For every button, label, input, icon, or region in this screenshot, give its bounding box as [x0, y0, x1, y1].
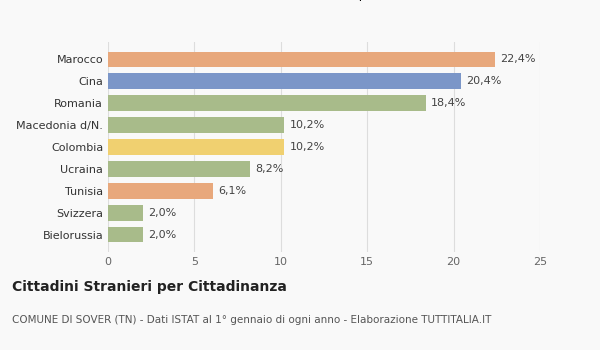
Bar [108, 183, 214, 199]
Text: 2,0%: 2,0% [148, 230, 176, 239]
Text: 18,4%: 18,4% [431, 98, 467, 108]
Text: COMUNE DI SOVER (TN) - Dati ISTAT al 1° gennaio di ogni anno - Elaborazione TUTT: COMUNE DI SOVER (TN) - Dati ISTAT al 1° … [12, 315, 491, 325]
Bar [108, 74, 461, 89]
Text: 6,1%: 6,1% [218, 186, 247, 196]
Text: 10,2%: 10,2% [289, 142, 325, 152]
Bar [108, 95, 426, 111]
Bar [108, 205, 143, 220]
Text: 10,2%: 10,2% [289, 120, 325, 130]
Text: Cittadini Stranieri per Cittadinanza: Cittadini Stranieri per Cittadinanza [12, 280, 287, 294]
Text: 20,4%: 20,4% [466, 76, 501, 86]
Bar [108, 139, 284, 155]
Bar [108, 227, 143, 243]
Text: 2,0%: 2,0% [148, 208, 176, 218]
Bar [108, 117, 284, 133]
Legend: Africa, Asia, Europa, America: Africa, Asia, Europa, America [192, 0, 456, 5]
Text: 22,4%: 22,4% [500, 55, 536, 64]
Bar [108, 161, 250, 177]
Text: 8,2%: 8,2% [255, 164, 283, 174]
Bar [108, 51, 495, 67]
